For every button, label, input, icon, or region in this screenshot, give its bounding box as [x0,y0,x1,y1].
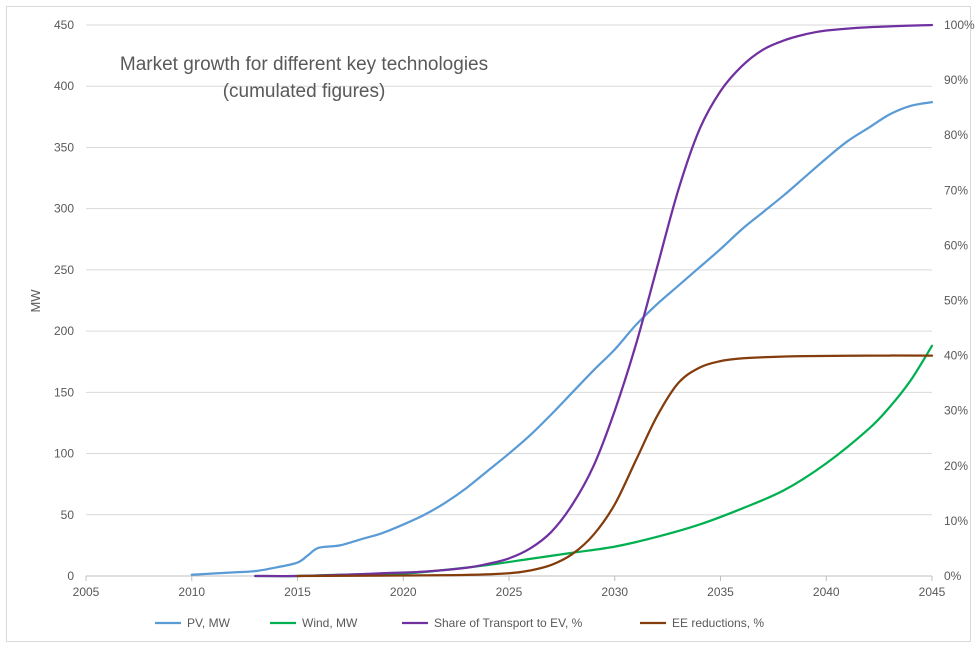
y-tick-label: 200 [54,324,74,338]
y-tick-label: 150 [54,385,74,399]
y2-tick-label: 30% [944,404,968,418]
y-tick-label: 100 [54,447,74,461]
x-tick-label: 2005 [73,585,100,599]
y2-tick-label: 10% [944,514,968,528]
legend-item-ev-share: Share of Transport to EV, % [402,616,583,630]
y-tick-label: 0 [67,569,74,583]
x-tick-label: 2035 [707,585,734,599]
y2-axis-ticks: 0% 10% 20% 30% 40% 50% 60% 70% 80% 90% 100% [944,18,975,583]
legend-item-wind: Wind, MW [270,616,358,630]
y2-tick-label: 20% [944,459,968,473]
legend-label: PV, MW [187,616,231,630]
legend-item-pv: PV, MW [155,616,231,630]
y-axis-ticks: 0 50 100 150 200 250 300 350 400 450 [54,18,74,583]
legend-label: EE reductions, % [672,616,764,630]
y2-tick-label: 70% [944,183,968,197]
y-tick-label: 50 [61,508,75,522]
legend-label: Wind, MW [302,616,358,630]
legend: PV, MW Wind, MW Share of Transport to EV, … [155,616,764,630]
x-tick-label: 2020 [390,585,417,599]
legend-item-ee-reductions: EE reductions, % [640,616,764,630]
y-tick-label: 400 [54,79,74,93]
x-tick-label: 2015 [284,585,311,599]
y2-tick-label: 50% [944,294,968,308]
x-tick-label: 2030 [601,585,628,599]
series-line-ev-share [254,23,934,578]
y2-tick-label: 90% [944,73,968,87]
y-tick-label: 450 [54,18,74,32]
grid-lines [86,24,932,516]
y2-tick-label: 0% [944,569,962,583]
x-tick-label: 2040 [813,585,840,599]
y2-tick-label: 40% [944,349,968,363]
y-tick-label: 350 [54,140,74,154]
chart-title-line-1: Market growth for different key technolo… [120,54,488,75]
series-line-pv [190,101,934,576]
x-tick-label: 2010 [178,585,205,599]
y2-tick-label: 80% [944,128,968,142]
x-tick-label: 2025 [496,585,523,599]
chart-title-line-2: (cumulated figures) [223,81,386,102]
series-line-ee-reductions [296,354,934,578]
x-axis-ticks: 2005 2010 2015 2020 2025 2030 2035 2040 2045 [73,576,946,599]
y2-tick-label: 60% [944,238,968,252]
y2-tick-label: 100% [944,18,975,32]
y-tick-label: 300 [54,202,74,216]
y-tick-label: 250 [54,263,74,277]
y-axis-title: MW [28,289,43,313]
chart-frame [6,6,971,642]
legend-label: Share of Transport to EV, % [434,616,583,630]
series-group [190,23,934,578]
x-tick-label: 2045 [919,585,946,599]
